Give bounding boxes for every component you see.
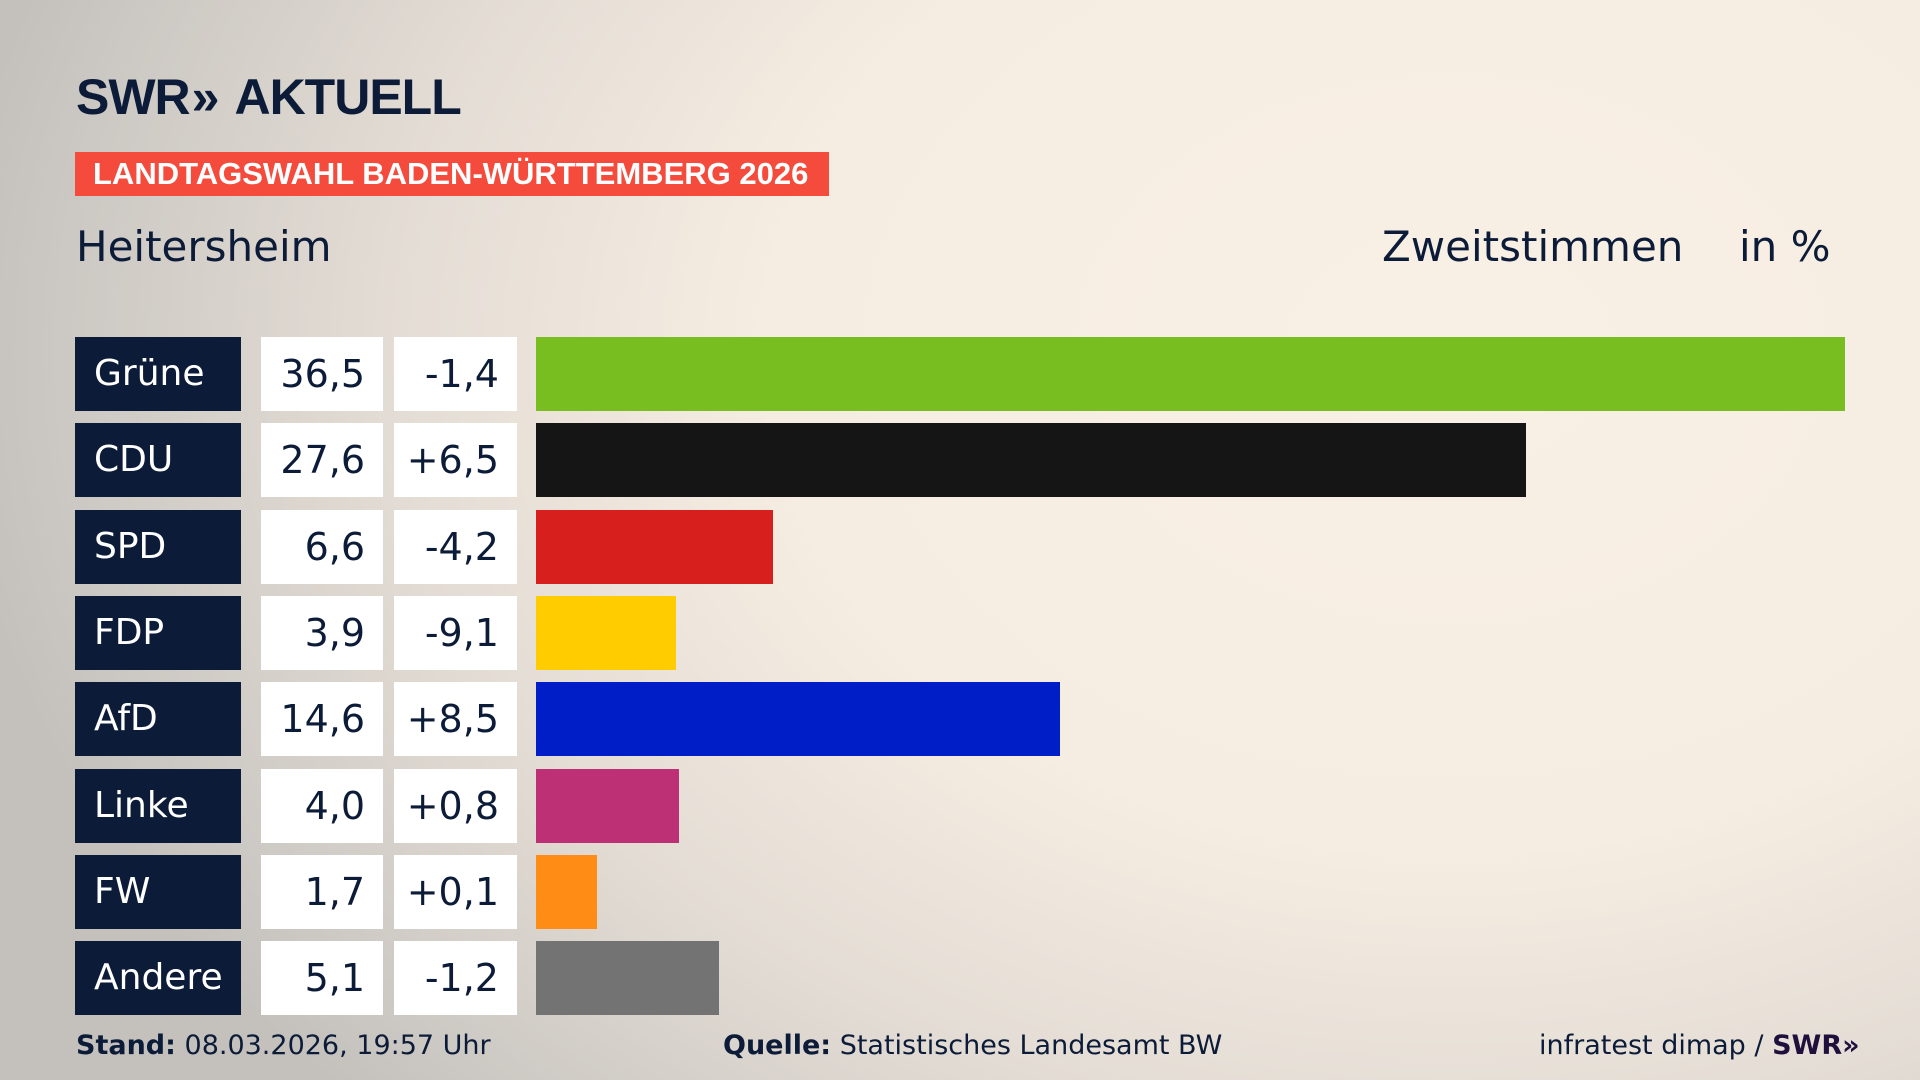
unit-label: in % xyxy=(1739,222,1831,271)
value-label: 14,6 xyxy=(261,682,383,757)
party-label: FW xyxy=(75,854,241,929)
bar xyxy=(536,423,1526,498)
party-label: SPD xyxy=(75,509,241,584)
credit-text: infratest dimap / xyxy=(1539,1030,1764,1061)
change-label: -9,1 xyxy=(394,595,517,670)
change-label: +8,5 xyxy=(394,682,517,757)
bar-row: Grüne 36,5 -1,4 xyxy=(0,337,1920,411)
value-label: 4,0 xyxy=(261,768,383,843)
party-label: Andere xyxy=(75,941,241,1016)
change-label: -4,2 xyxy=(394,509,517,584)
party-label: Linke xyxy=(75,768,241,843)
bar xyxy=(536,854,597,929)
bar xyxy=(536,941,719,1016)
value-label: 1,7 xyxy=(261,854,383,929)
logo-swr: SWR xyxy=(76,69,191,125)
source: Quelle: Statistisches Landesamt BW xyxy=(723,1030,1222,1061)
credit: infratest dimap / SWR» xyxy=(1539,1030,1860,1061)
change-label: +0,8 xyxy=(394,768,517,843)
measure-label: Zweitstimmen xyxy=(1382,222,1684,271)
election-banner: LANDTAGSWAHL BADEN-WÜRTTEMBERG 2026 xyxy=(75,152,829,196)
value-label: 6,6 xyxy=(261,509,383,584)
bar xyxy=(536,682,1060,757)
change-label: -1,4 xyxy=(394,337,517,411)
bar-row: FDP 3,9 -9,1 xyxy=(0,595,1920,670)
party-label: AfD xyxy=(75,682,241,757)
value-label: 27,6 xyxy=(261,423,383,498)
value-label: 3,9 xyxy=(261,595,383,670)
party-label: CDU xyxy=(75,423,241,498)
change-label: +0,1 xyxy=(394,854,517,929)
value-label: 5,1 xyxy=(261,941,383,1016)
stand: Stand: 08.03.2026, 19:57 Uhr xyxy=(76,1030,491,1061)
bar-row: FW 1,7 +0,1 xyxy=(0,854,1920,929)
bar xyxy=(536,768,680,843)
source-label: Quelle: xyxy=(723,1030,832,1061)
bar xyxy=(536,595,676,670)
stand-label: Stand: xyxy=(76,1030,176,1061)
bar-row: CDU 27,6 +6,5 xyxy=(0,423,1920,498)
chevrons-icon: » xyxy=(191,69,220,125)
source-value: Statistisches Landesamt BW xyxy=(839,1030,1223,1061)
bar xyxy=(536,509,773,584)
swr-small-logo: SWR» xyxy=(1772,1030,1860,1061)
party-label: Grüne xyxy=(75,337,241,411)
bar xyxy=(536,337,1845,411)
place-title: Heitersheim xyxy=(76,222,332,271)
bar-row: SPD 6,6 -4,2 xyxy=(0,509,1920,584)
stand-value: 08.03.2026, 19:57 Uhr xyxy=(184,1030,491,1061)
bar-row: Linke 4,0 +0,8 xyxy=(0,768,1920,843)
bar-row: Andere 5,1 -1,2 xyxy=(0,941,1920,1016)
swr-aktuell-logo: SWR » AKTUELL xyxy=(76,68,462,126)
change-label: +6,5 xyxy=(394,423,517,498)
bar-row: AfD 14,6 +8,5 xyxy=(0,682,1920,757)
logo-aktuell: AKTUELL xyxy=(234,69,461,125)
party-label: FDP xyxy=(75,595,241,670)
change-label: -1,2 xyxy=(394,941,517,1016)
value-label: 36,5 xyxy=(261,337,383,411)
